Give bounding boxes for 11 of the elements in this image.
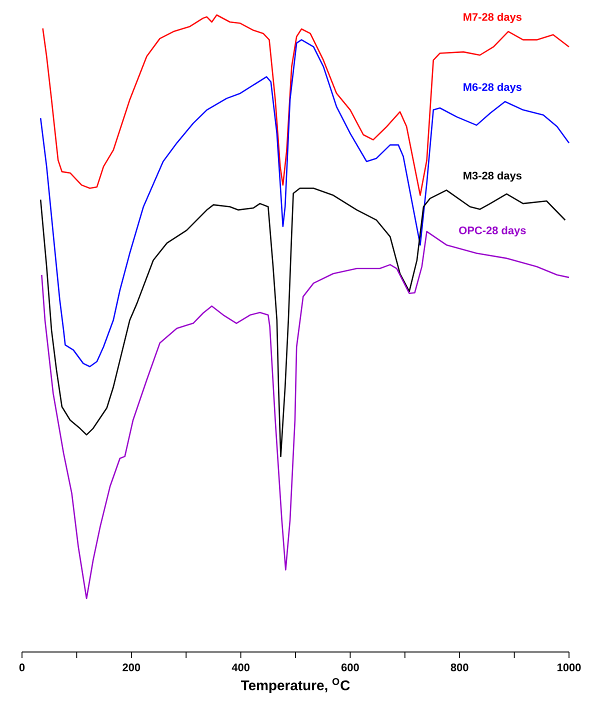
x-axis-title: Temperature, $^{O}$C	[240, 678, 350, 694]
x-tick-label: 0	[19, 664, 25, 672]
series-label: M7-28 days	[464, 12, 522, 24]
x-tick-label: 600	[341, 664, 359, 672]
series-label: M3-28 days	[464, 171, 522, 182]
x-tick-label: 200	[122, 664, 140, 672]
series-label: M6-28 days	[464, 82, 522, 94]
x-tick-label: 400	[232, 664, 250, 672]
series-label: OPC-28 days	[459, 226, 526, 236]
x-tick-label: 800	[450, 664, 468, 672]
x-tick-label: 1000	[558, 664, 581, 672]
